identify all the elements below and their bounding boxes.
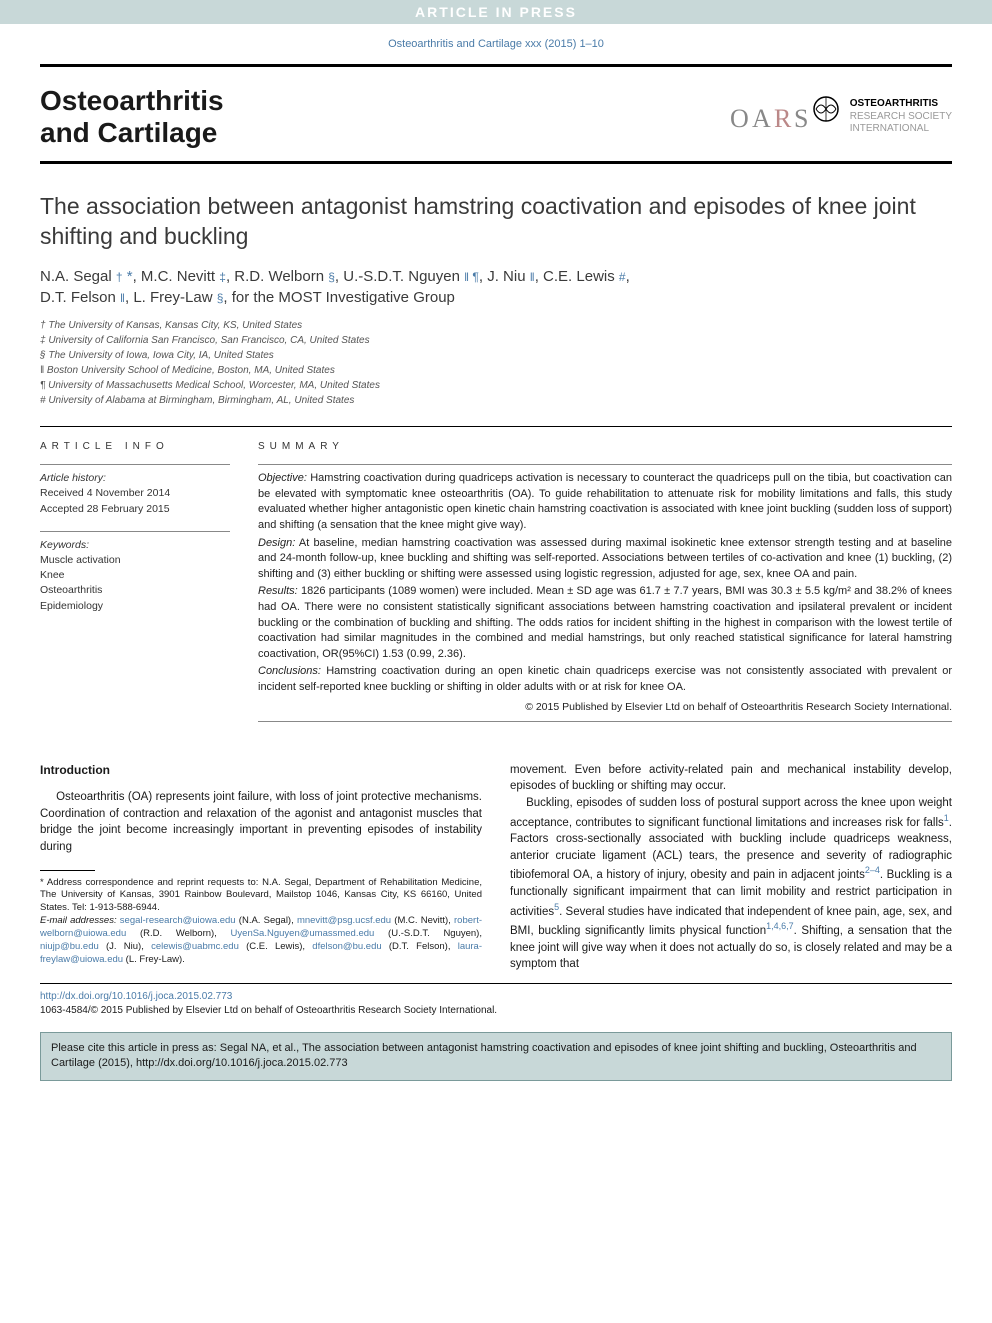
introduction-heading: Introduction [40,762,482,779]
info-summary-row: ARTICLE INFO Article history: Received 4… [40,426,952,721]
society-line3: INTERNATIONAL [850,123,952,136]
citation-link[interactable]: 1,4,6,7 [766,921,794,931]
article-history: Article history: Received 4 November 201… [40,464,230,517]
email-link[interactable]: UyenSa.Nguyen@umassmed.edu [231,928,375,939]
summary-text: Objective: Hamstring coactivation during… [258,464,952,721]
journal-title-line2: and Cartilage [40,117,224,149]
keyword: Muscle activation [40,553,230,568]
journal-title-line1: Osteoarthritis [40,85,224,117]
objective-label: Objective: [258,472,307,484]
keywords-block: Keywords: Muscle activation Knee Osteoar… [40,531,230,614]
email-link[interactable]: niujp@bu.edu [40,941,99,952]
society-logo-block: O A R S OSTEOARTHRITIS RESEARCH SOCIETY … [730,93,952,141]
article-info-heading: ARTICLE INFO [40,441,230,452]
affiliation: † The University of Kansas, Kansas City,… [40,318,952,333]
email-footnote: E-mail addresses: segal-research@uiowa.e… [40,915,482,966]
svg-text:O: O [730,104,749,133]
issn-copyright: 1063-4584/© 2015 Published by Elsevier L… [40,1004,952,1018]
received-date: Received 4 November 2014 [40,486,230,501]
article-title: The association between antagonist hamst… [40,192,952,252]
summary-column: SUMMARY Objective: Hamstring coactivatio… [258,441,952,721]
footnote-separator [40,870,95,871]
author-list: N.A. Segal † *, M.C. Nevitt ‡, R.D. Welb… [40,266,952,308]
affiliations: † The University of Kansas, Kansas City,… [40,318,952,408]
results-text: 1826 participants (1089 women) were incl… [258,585,952,659]
doi-link[interactable]: http://dx.doi.org/10.1016/j.joca.2015.02… [40,991,232,1002]
masthead: Osteoarthritis and Cartilage O A R S OST… [0,67,992,161]
body-two-column: Introduction Osteoarthritis (OA) represe… [40,762,952,973]
doi-block: http://dx.doi.org/10.1016/j.joca.2015.02… [40,983,952,1024]
svg-text:A: A [752,104,771,133]
summary-heading: SUMMARY [258,441,952,452]
email-link[interactable]: segal-research@uiowa.edu [120,915,236,926]
intro-paragraph: Osteoarthritis (OA) represents joint fai… [40,789,482,856]
accepted-date: Accepted 28 February 2015 [40,502,230,517]
citation-box: Please cite this article in press as: Se… [40,1032,952,1081]
conclusions-text: Hamstring coactivation during an open ki… [258,665,952,693]
keyword: Knee [40,568,230,583]
keyword: Epidemiology [40,599,230,614]
email-link[interactable]: mnevitt@psg.ucsf.edu [297,915,391,926]
society-line2: RESEARCH SOCIETY [850,111,952,124]
results-label: Results: [258,585,298,597]
email-link[interactable]: laura-freylaw@uiowa.edu [40,941,482,965]
intro-paragraph-col2-top: movement. Even before activity-related p… [510,762,952,795]
oarsi-logo-icon: O A R S [730,93,840,141]
design-text: At baseline, median hamstring coactivati… [258,537,952,580]
article-info-column: ARTICLE INFO Article history: Received 4… [40,441,230,721]
affiliation: ¶ University of Massachusetts Medical Sc… [40,378,952,393]
affiliation: ‖ Boston University School of Medicine, … [40,363,952,378]
intro-paragraph: Buckling, episodes of sudden loss of pos… [510,795,952,973]
article-in-press-banner: ARTICLE IN PRESS [0,0,992,24]
journal-title: Osteoarthritis and Cartilage [40,85,224,149]
affiliation: # University of Alabama at Birmingham, B… [40,393,952,408]
keyword: Osteoarthritis [40,583,230,598]
objective-text: Hamstring coactivation during quadriceps… [258,472,952,531]
society-name: OSTEOARTHRITIS RESEARCH SOCIETY INTERNAT… [850,98,952,136]
citation-link[interactable]: 2–4 [865,865,880,875]
email-link[interactable]: celewis@uabmc.edu [151,941,239,952]
svg-text:S: S [794,104,808,133]
society-line1: OSTEOARTHRITIS [850,98,952,111]
svg-text:R: R [774,104,792,133]
affiliation: § The University of Iowa, Iowa City, IA,… [40,348,952,363]
affiliation: ‡ University of California San Francisco… [40,333,952,348]
correspondence-footnote: * Address correspondence and reprint req… [40,877,482,915]
design-label: Design: [258,537,295,549]
emails-label: E-mail addresses: [40,915,117,926]
history-label: Article history: [40,471,230,486]
intro-text: Buckling, episodes of sudden loss of pos… [510,797,952,829]
journal-reference-link[interactable]: Osteoarthritis and Cartilage xxx (2015) … [0,24,992,64]
keywords-label: Keywords: [40,538,230,553]
conclusions-label: Conclusions: [258,665,321,677]
copyright-line: © 2015 Published by Elsevier Ltd on beha… [258,700,952,722]
email-link[interactable]: dfelson@bu.edu [312,941,381,952]
